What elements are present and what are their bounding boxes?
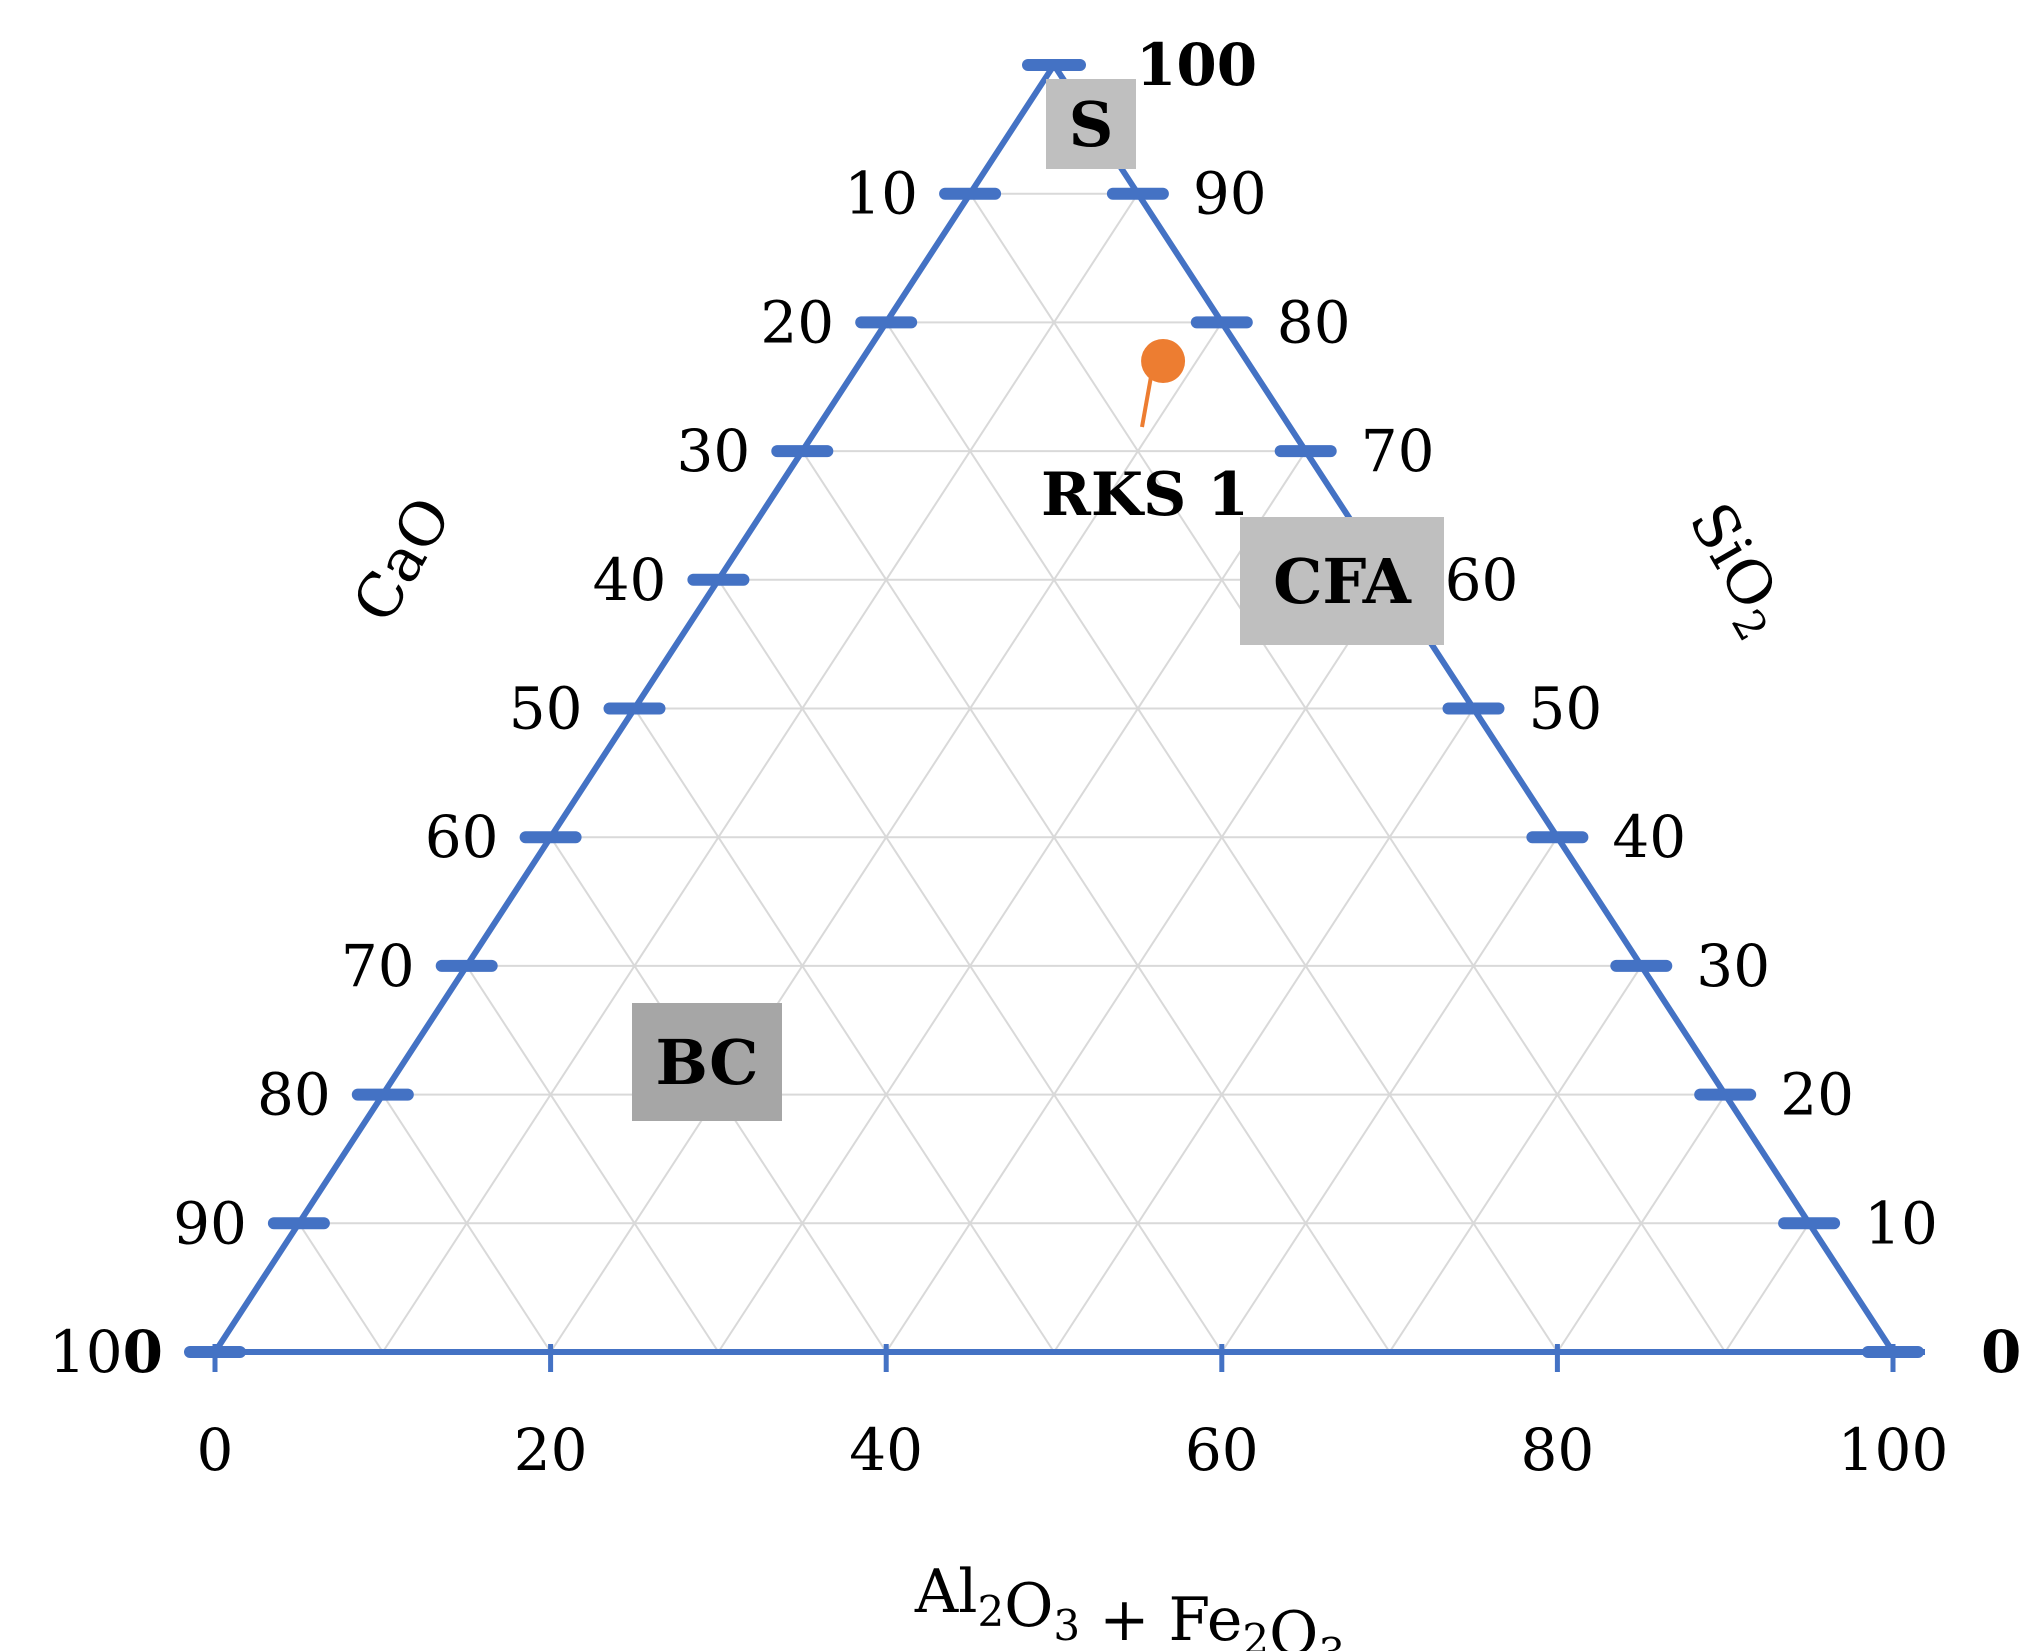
region-box-bc bbox=[632, 1003, 782, 1121]
region-label-s: S bbox=[1069, 88, 1114, 161]
tick-label-bottom-60: 60 bbox=[1185, 1416, 1259, 1484]
tick-label-right-30: 30 bbox=[1696, 932, 1770, 1000]
point-rks-1 bbox=[1141, 339, 1186, 384]
tick-label-right-40: 40 bbox=[1612, 803, 1686, 871]
grid-line-al2o3-60 bbox=[1220, 836, 1559, 1353]
region-box-s bbox=[1046, 79, 1136, 169]
grid-line-al2o3-30 bbox=[717, 450, 1307, 1353]
tick-labels: 0 20 40 60 80 1001020304050607080901001009080… bbox=[49, 31, 2022, 1484]
grid-line-al2o3-10 bbox=[381, 193, 1139, 1353]
tick-label-left-10: 10 bbox=[844, 160, 918, 228]
tick-label-right-70: 70 bbox=[1361, 417, 1435, 485]
grid-line-cao-50 bbox=[633, 707, 1055, 1353]
grid-line-cao-70 bbox=[465, 965, 720, 1353]
tick-label-bottom-40: 40 bbox=[849, 1416, 923, 1484]
tick-label-right-10: 10 bbox=[1864, 1189, 1938, 1257]
tick-label-left-80: 80 bbox=[257, 1061, 331, 1129]
tick-label-left-90: 90 bbox=[173, 1189, 247, 1257]
tick-label-left-30: 30 bbox=[676, 417, 750, 485]
tick-label-right-80: 80 bbox=[1277, 288, 1351, 356]
grid-line-cao-10 bbox=[969, 193, 1727, 1353]
grid-lines bbox=[298, 192, 1810, 1353]
region-label-cfa: CFA bbox=[1273, 545, 1412, 618]
tick-label-left-60: 60 bbox=[425, 803, 499, 871]
tick-label-bottom-100: 100 bbox=[1838, 1416, 1949, 1484]
axis-title-bottom: Al2O3 + Fe2O3 bbox=[914, 1557, 1345, 1651]
tick-label-right-50: 50 bbox=[1529, 675, 1603, 743]
tick-label-left-70: 70 bbox=[341, 932, 415, 1000]
tick-marks bbox=[184, 59, 1924, 1372]
tick-label-left-40: 40 bbox=[593, 546, 667, 614]
axis-title-left: CaO bbox=[340, 486, 466, 634]
tick-label-right-20: 20 bbox=[1780, 1061, 1854, 1129]
grid-line-al2o3-90 bbox=[1724, 1222, 1810, 1353]
grid-line-cao-90 bbox=[298, 1222, 384, 1353]
tick-label-left-50: 50 bbox=[509, 675, 583, 743]
grid-line-cao-30 bbox=[801, 450, 1391, 1353]
tick-label-right-60: 60 bbox=[1445, 546, 1519, 614]
grid-line-al2o3-80 bbox=[1556, 1094, 1727, 1353]
tick-label-right-0: 0 bbox=[1981, 1318, 2021, 1386]
tick-label-right-100: 100 bbox=[1136, 31, 1257, 99]
tick-label-bottom-80: 80 bbox=[1520, 1416, 1594, 1484]
tick-label-right-90: 90 bbox=[1193, 160, 1267, 228]
region-box-cfa bbox=[1240, 517, 1444, 645]
axis-title-right: SiO2 bbox=[1667, 492, 1804, 649]
grid-line-al2o3-70 bbox=[1388, 965, 1643, 1353]
tick-label-bottom-20: 20 bbox=[514, 1416, 588, 1484]
point-label-rks-1: RKS 1 bbox=[1041, 460, 1249, 530]
tick-label-left-20: 20 bbox=[760, 288, 834, 356]
tick-label-left-100: 100 bbox=[49, 1318, 163, 1386]
tick-label-bottom-0: 0 bbox=[197, 1416, 234, 1484]
data-points: RKS 1 bbox=[1041, 339, 1249, 530]
region-label-bc: BC bbox=[656, 1026, 759, 1099]
region-labels: S CFA BC bbox=[632, 79, 1444, 1121]
grid-line-cao-80 bbox=[381, 1094, 552, 1353]
grid-line-al2o3-50 bbox=[1053, 707, 1475, 1353]
